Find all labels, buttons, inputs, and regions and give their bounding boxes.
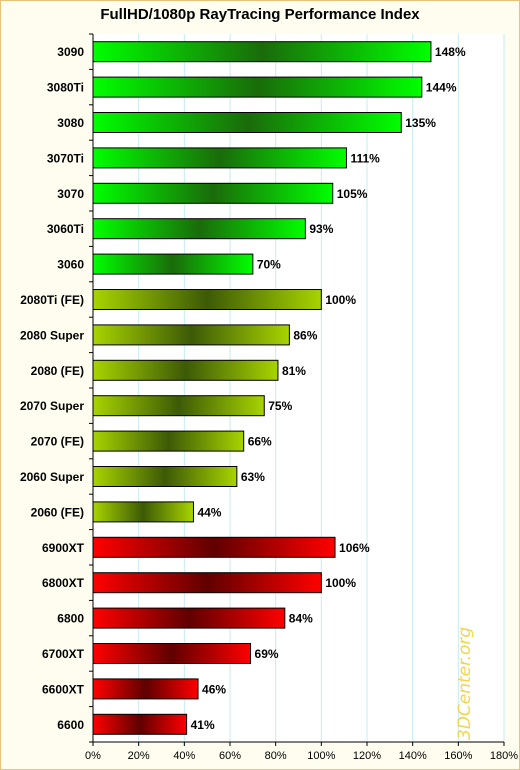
- bar-value-label: 66%: [248, 435, 272, 449]
- bar-value-label: 41%: [191, 718, 215, 732]
- x-tick-label: 0%: [85, 750, 101, 762]
- plot-area: [93, 34, 504, 742]
- category-label: 2080 Super: [20, 328, 84, 342]
- bar-value-label: 84%: [289, 612, 313, 626]
- bar-value-label: 135%: [405, 116, 436, 130]
- bar-value-label: 100%: [325, 293, 356, 307]
- bar: [92, 607, 286, 629]
- category-label: 2070 Super: [20, 399, 84, 413]
- bar: [92, 76, 423, 98]
- category-label: 6600XT: [42, 682, 85, 696]
- category-label: 3060Ti: [47, 222, 84, 236]
- category-label: 3060: [57, 258, 84, 272]
- bar-value-label: 111%: [350, 151, 380, 165]
- bar: [92, 395, 265, 417]
- bar-value-label: 100%: [325, 576, 356, 590]
- bar: [92, 643, 252, 664]
- category-label: 3070Ti: [47, 151, 84, 165]
- bar: [92, 572, 322, 594]
- x-tick-label: 180%: [490, 750, 518, 762]
- category-label: 2080Ti (FE): [20, 293, 84, 307]
- bar: [92, 359, 279, 381]
- bar: [92, 289, 322, 310]
- bar: [92, 324, 290, 346]
- bar-value-label: 63%: [241, 470, 265, 484]
- category-label: 6600: [57, 718, 84, 732]
- category-label: 2060 Super: [20, 470, 84, 484]
- bar-value-label: 75%: [268, 399, 292, 413]
- category-label: 6700XT: [42, 647, 85, 661]
- bar: [92, 41, 432, 63]
- bar: [92, 218, 306, 240]
- bar-value-label: 44%: [197, 505, 221, 519]
- x-tick-label: 120%: [353, 750, 381, 762]
- bar-value-label: 81%: [282, 364, 306, 378]
- category-label: 6900XT: [42, 541, 85, 555]
- bar-value-label: 86%: [293, 328, 317, 342]
- bar-value-label: 69%: [255, 647, 279, 661]
- watermark: 3DCenter.org: [455, 626, 475, 740]
- bar: [92, 182, 334, 204]
- category-label: 2060 (FE): [31, 505, 84, 519]
- x-tick-label: 140%: [399, 750, 427, 762]
- bar: [92, 253, 254, 275]
- bar: [92, 713, 188, 735]
- bar: [92, 430, 245, 452]
- bar-value-label: 70%: [257, 258, 281, 272]
- category-label: 2070 (FE): [31, 435, 84, 449]
- bar-value-label: 106%: [339, 541, 370, 555]
- category-label: 3070: [57, 187, 84, 201]
- x-tick-label: 80%: [265, 750, 287, 762]
- bar-value-label: 93%: [309, 222, 333, 236]
- bar: [92, 501, 194, 523]
- x-tick-label: 60%: [219, 750, 241, 762]
- bar: [92, 112, 402, 133]
- x-tick-label: 40%: [173, 750, 195, 762]
- bar-value-label: 46%: [202, 682, 226, 696]
- category-label: 6800XT: [42, 576, 85, 590]
- bar-value-label: 105%: [337, 187, 368, 201]
- bar-value-label: 144%: [426, 81, 457, 95]
- category-label: 3090: [57, 45, 84, 59]
- bar-value-label: 148%: [435, 45, 466, 59]
- category-label: 6800: [57, 612, 84, 626]
- bar: [92, 466, 238, 487]
- x-tick-label: 20%: [128, 750, 150, 762]
- category-label: 3080: [57, 116, 84, 130]
- bar: [92, 147, 347, 169]
- x-tick-label: 160%: [444, 750, 472, 762]
- category-label: 2080 (FE): [31, 364, 84, 378]
- category-label: 3080Ti: [47, 81, 84, 95]
- chart-title: FullHD/1080p RayTracing Performance Inde…: [100, 6, 420, 23]
- axes: 0% 20% 40% 60% 80% 100% 120% 140% 160% 180%: [85, 33, 518, 762]
- x-tick-label: 100%: [307, 750, 335, 762]
- bar: [92, 536, 336, 558]
- bars: 148% 3090 144% 3080Ti 135% 3080 111% 3070Ti 105%…: [20, 41, 466, 735]
- bar: [92, 678, 199, 700]
